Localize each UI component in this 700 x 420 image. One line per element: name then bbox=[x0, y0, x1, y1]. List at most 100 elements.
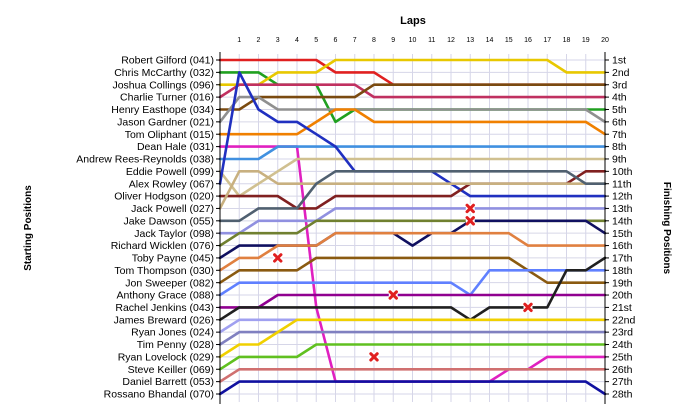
starting-position-label: Jack Taylor (098) bbox=[134, 228, 214, 240]
lap-tick-label: 18 bbox=[563, 37, 571, 44]
finishing-position-label: 9th bbox=[612, 154, 627, 166]
finishing-position-label: 5th bbox=[612, 104, 627, 116]
lap-tick-label: 1 bbox=[237, 37, 241, 44]
lap-tick-label: 6 bbox=[334, 37, 338, 44]
series-line bbox=[218, 157, 607, 198]
starting-position-label: Toby Payne (045) bbox=[132, 253, 214, 265]
starting-position-label: Jack Powell (027) bbox=[131, 203, 214, 215]
series-line bbox=[218, 256, 607, 284]
starting-position-label: Jon Sweeper (082) bbox=[125, 277, 214, 289]
series-line bbox=[218, 368, 607, 383]
series-line bbox=[218, 231, 607, 272]
finishing-position-label: 6th bbox=[612, 116, 627, 128]
finishing-position-label: 7th bbox=[612, 129, 627, 141]
finishing-position-label: 26th bbox=[612, 364, 633, 376]
finishing-position-label: 12th bbox=[612, 191, 633, 203]
lap-tick-label: 4 bbox=[295, 37, 299, 44]
series-line bbox=[218, 293, 607, 309]
finishing-position-label: 1st bbox=[612, 55, 626, 67]
finishing-position-label: 10th bbox=[612, 166, 633, 178]
retirement-marker bbox=[465, 216, 475, 226]
right-axis-label: Finishing Positions bbox=[661, 182, 672, 275]
finishing-position-label: 21st bbox=[612, 302, 632, 314]
series-line bbox=[218, 170, 607, 210]
finishing-position-label: 24th bbox=[612, 339, 633, 351]
starting-position-label: Richard Wicklen (076) bbox=[111, 240, 214, 252]
lap-tick-label: 19 bbox=[582, 37, 590, 44]
starting-position-label: Henry Easthope (034) bbox=[111, 104, 214, 116]
starting-position-label: Tom Thompson (030) bbox=[114, 265, 214, 277]
finishing-position-label: 4th bbox=[612, 92, 627, 104]
starting-position-label: Alex Rowley (067) bbox=[129, 178, 214, 190]
finishing-position-label: 27th bbox=[612, 376, 633, 388]
starting-position-label: Daniel Barrett (053) bbox=[122, 376, 214, 388]
series-line bbox=[218, 58, 607, 86]
finishing-position-label: 19th bbox=[612, 277, 633, 289]
series-line bbox=[218, 269, 607, 297]
lap-tick-label: 12 bbox=[447, 37, 455, 44]
finishing-position-label: 14th bbox=[612, 215, 633, 227]
retirement-marker-cross bbox=[465, 216, 475, 226]
retirement-marker bbox=[465, 203, 475, 214]
starting-position-label: Robert Gilford (041) bbox=[121, 55, 214, 67]
finishing-position-label: 11th bbox=[612, 178, 632, 190]
finishing-position-label: 13th bbox=[612, 203, 633, 215]
starting-position-label: James Breward (026) bbox=[114, 314, 214, 326]
lap-tick-label: 16 bbox=[524, 37, 532, 44]
retirement-markers bbox=[273, 203, 533, 362]
starting-position-label: Tom Oliphant (015) bbox=[125, 129, 214, 141]
series-line bbox=[218, 108, 607, 136]
finishing-position-label: 18th bbox=[612, 265, 633, 277]
series-line bbox=[218, 318, 607, 359]
lap-tick-label: 15 bbox=[505, 37, 513, 44]
retirement-marker-cross bbox=[523, 302, 533, 313]
starting-position-label: Chris McCarthy (032) bbox=[114, 67, 214, 79]
lap-tick-label: 3 bbox=[276, 37, 280, 44]
finishing-position-label: 16th bbox=[612, 240, 633, 252]
series-line bbox=[218, 380, 607, 396]
starting-position-label: Joshua Collings (096) bbox=[112, 79, 214, 91]
finishing-position-label: 28th bbox=[612, 389, 633, 401]
series-line bbox=[218, 343, 607, 371]
finishing-position-label: 3rd bbox=[612, 79, 627, 91]
starting-position-label: Rossano Bhandal (070) bbox=[104, 389, 214, 401]
series-line bbox=[218, 145, 607, 161]
lap-tick-label: 17 bbox=[543, 37, 551, 44]
lap-tick-label: 13 bbox=[466, 37, 474, 44]
finishing-position-label: 8th bbox=[612, 141, 627, 153]
series-line bbox=[218, 330, 607, 346]
lap-tick-label: 20 bbox=[601, 37, 609, 44]
series-line bbox=[218, 256, 607, 322]
axes bbox=[216, 52, 609, 404]
finishing-position-label: 2nd bbox=[612, 67, 630, 79]
retirement-marker bbox=[273, 253, 283, 263]
starting-position-label: Steve Keiller (069) bbox=[128, 364, 214, 376]
retirement-marker bbox=[523, 302, 533, 313]
starting-position-label: Oliver Hodgson (020) bbox=[114, 191, 214, 203]
starting-position-label: Ryan Jones (024) bbox=[131, 327, 214, 339]
series-line bbox=[218, 83, 607, 99]
retirement-marker-cross bbox=[369, 352, 379, 362]
series-line bbox=[218, 83, 607, 111]
chart-title: Laps bbox=[400, 15, 426, 27]
lap-tick-label: 7 bbox=[353, 37, 357, 44]
lap-tick-label: 9 bbox=[391, 37, 395, 44]
starting-position-label: Charlie Turner (016) bbox=[120, 92, 214, 104]
starting-position-label: Jake Dawson (055) bbox=[124, 215, 214, 227]
lap-tick-label: 5 bbox=[314, 37, 318, 44]
retirement-marker bbox=[369, 352, 379, 362]
starting-position-label: Tim Penny (028) bbox=[137, 339, 214, 351]
starting-position-label: Anthony Grace (088) bbox=[117, 290, 214, 302]
finishing-position-label: 20th bbox=[612, 290, 633, 302]
starting-position-label: Rachel Jenkins (043) bbox=[115, 302, 214, 314]
series-lines bbox=[218, 58, 607, 396]
finishing-position-label: 17th bbox=[612, 253, 633, 265]
series-line bbox=[218, 207, 607, 235]
finishing-position-label: 15th bbox=[612, 228, 633, 240]
retirement-marker-cross bbox=[388, 290, 398, 300]
finishing-position-label: 23rd bbox=[612, 327, 633, 339]
grid bbox=[219, 54, 606, 402]
finishing-position-label: 22nd bbox=[612, 314, 636, 326]
